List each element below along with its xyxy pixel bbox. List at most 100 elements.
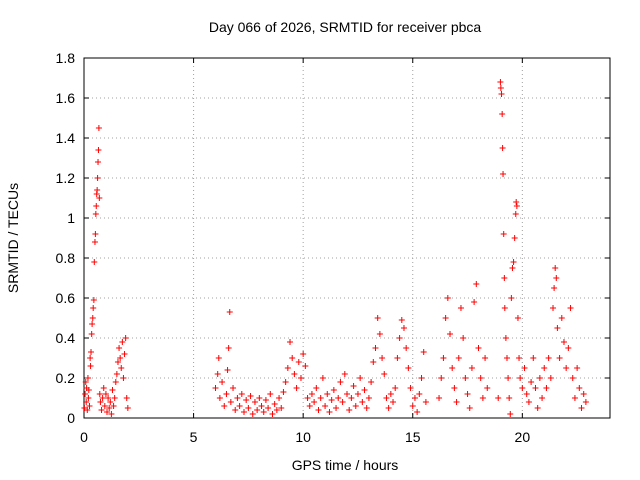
data-point bbox=[224, 367, 231, 373]
data-point bbox=[92, 211, 99, 217]
data-point bbox=[545, 355, 552, 361]
data-point bbox=[124, 405, 131, 411]
data-point bbox=[245, 405, 252, 411]
data-point bbox=[498, 91, 505, 97]
data-point bbox=[551, 285, 558, 291]
data-point bbox=[247, 393, 254, 399]
data-point bbox=[109, 387, 116, 393]
data-point bbox=[99, 395, 106, 401]
x-tick-label: 5 bbox=[190, 429, 198, 445]
data-point bbox=[368, 379, 375, 385]
data-point bbox=[576, 385, 583, 391]
data-point bbox=[88, 349, 95, 355]
data-point bbox=[284, 365, 291, 371]
data-point bbox=[381, 371, 388, 377]
data-point bbox=[357, 375, 364, 381]
data-point bbox=[363, 405, 370, 411]
x-tick-label: 0 bbox=[80, 429, 88, 445]
data-point bbox=[106, 405, 113, 411]
data-point bbox=[95, 147, 102, 153]
data-point bbox=[477, 375, 484, 381]
data-point bbox=[324, 391, 331, 397]
data-point bbox=[359, 399, 366, 405]
data-point bbox=[111, 395, 118, 401]
data-point bbox=[509, 265, 516, 271]
data-point bbox=[553, 275, 560, 281]
data-point bbox=[105, 395, 112, 401]
data-point bbox=[500, 231, 507, 237]
data-point bbox=[337, 379, 344, 385]
data-point bbox=[87, 363, 94, 369]
data-point bbox=[339, 399, 346, 405]
y-tick-label: 1.2 bbox=[56, 170, 76, 186]
data-point bbox=[243, 397, 250, 403]
data-point bbox=[87, 355, 94, 361]
data-point bbox=[512, 211, 519, 217]
data-point bbox=[101, 403, 108, 409]
data-point bbox=[497, 85, 504, 91]
data-point bbox=[510, 259, 517, 265]
data-point bbox=[108, 411, 115, 417]
data-point bbox=[521, 365, 528, 371]
data-point bbox=[291, 371, 298, 377]
y-tick-label: 1 bbox=[67, 210, 75, 226]
data-point bbox=[85, 387, 92, 393]
data-point bbox=[567, 305, 574, 311]
data-point bbox=[254, 407, 261, 413]
data-point bbox=[238, 391, 245, 397]
data-point bbox=[442, 315, 449, 321]
data-point bbox=[104, 409, 111, 415]
data-point bbox=[447, 331, 454, 337]
data-point bbox=[352, 403, 359, 409]
data-point bbox=[82, 391, 89, 397]
data-point bbox=[436, 395, 443, 401]
data-point bbox=[525, 399, 532, 405]
data-point bbox=[295, 359, 302, 365]
data-point bbox=[90, 297, 97, 303]
data-point bbox=[236, 403, 243, 409]
data-point bbox=[543, 385, 550, 391]
data-point bbox=[308, 391, 315, 397]
data-point bbox=[227, 399, 234, 405]
data-point bbox=[98, 407, 105, 413]
data-point bbox=[287, 339, 294, 345]
data-point bbox=[330, 387, 337, 393]
data-point bbox=[278, 405, 285, 411]
axis-ticks: 0 0.2 0.4 0.6 0.8 1 1.2 1.4 1.6 1.8 0 5 10 15 20 bbox=[56, 50, 610, 445]
data-point bbox=[387, 391, 394, 397]
data-point bbox=[578, 405, 585, 411]
data-point bbox=[541, 365, 548, 371]
data-point bbox=[317, 395, 324, 401]
data-point bbox=[344, 391, 350, 397]
data-point bbox=[500, 171, 507, 177]
data-point bbox=[514, 315, 521, 321]
data-point bbox=[102, 391, 109, 397]
data-point bbox=[457, 305, 464, 311]
data-point bbox=[513, 203, 520, 209]
data-point bbox=[216, 395, 223, 401]
data-point bbox=[482, 355, 489, 361]
data-point bbox=[121, 351, 128, 357]
data-point bbox=[240, 409, 247, 415]
data-point bbox=[453, 399, 460, 405]
data-point bbox=[370, 359, 377, 365]
data-point bbox=[91, 239, 98, 245]
data-point bbox=[122, 335, 129, 341]
data-point bbox=[539, 395, 546, 401]
y-tick-label: 1.4 bbox=[56, 130, 76, 146]
data-point bbox=[530, 355, 537, 361]
data-point bbox=[92, 231, 99, 237]
data-point bbox=[258, 403, 265, 409]
data-point bbox=[215, 355, 222, 361]
data-point bbox=[571, 395, 578, 401]
data-point bbox=[94, 187, 101, 193]
y-tick-label: 1.6 bbox=[56, 90, 76, 106]
data-point bbox=[556, 355, 563, 361]
data-point bbox=[365, 395, 372, 401]
data-point bbox=[455, 355, 462, 361]
data-point bbox=[475, 345, 482, 351]
data-point bbox=[466, 405, 473, 411]
data-point bbox=[335, 395, 342, 401]
data-point bbox=[422, 399, 429, 405]
y-tick-label: 0.6 bbox=[56, 290, 76, 306]
